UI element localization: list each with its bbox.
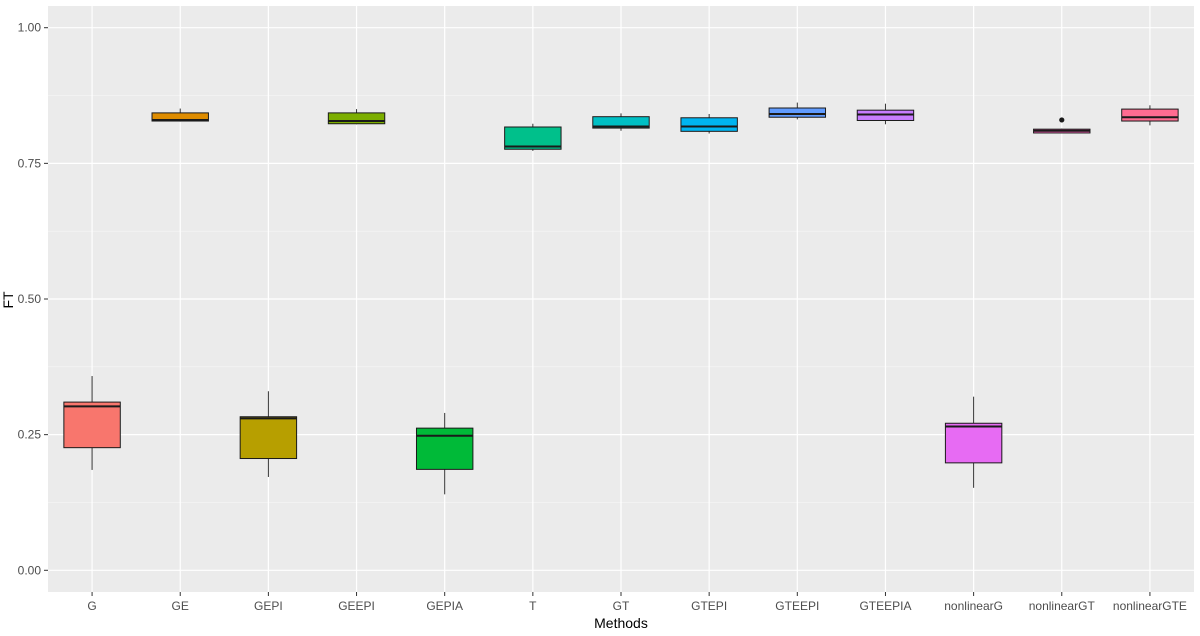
x-tick-label: GEPI xyxy=(254,599,283,613)
box-GTEEPIA xyxy=(856,103,915,125)
x-tick-label: GEEPI xyxy=(338,599,375,613)
box-body xyxy=(680,117,738,132)
box-GEEPI xyxy=(327,109,386,125)
box-GEPI xyxy=(239,391,298,477)
y-tick-label: 0.75 xyxy=(18,156,42,170)
box-nonlinearGT xyxy=(1033,117,1091,134)
box-body xyxy=(504,126,562,150)
x-axis: G GE GEPI GEEPI GEPIA T GT GTEPI GTEEPI GTEEPIA no… xyxy=(87,592,1187,613)
x-tick-label: nonlinearG xyxy=(944,599,1003,613)
y-axis: 0.00 0.25 0.50 0.75 1.00 xyxy=(18,21,48,577)
y-tick-label: 0.25 xyxy=(18,428,42,442)
box-body xyxy=(151,112,209,122)
box-body xyxy=(63,401,121,449)
y-tick-label: 1.00 xyxy=(18,21,42,35)
x-tick-label: GE xyxy=(172,599,189,613)
box-body xyxy=(1121,108,1179,122)
box-body xyxy=(944,422,1003,464)
x-tick-label: GTEPI xyxy=(691,599,727,613)
x-tick-label: nonlinearGTE xyxy=(1113,599,1187,613)
box-body xyxy=(327,112,386,125)
x-tick-label: GTEEPIA xyxy=(859,599,911,613)
x-tick-label: nonlinearGT xyxy=(1029,599,1096,613)
box-T xyxy=(504,123,562,151)
y-axis-title: FT xyxy=(0,291,16,309)
box-GTEPI xyxy=(680,113,738,134)
box-nonlinearG xyxy=(944,396,1003,488)
box-body xyxy=(239,416,298,460)
box-series xyxy=(63,102,1179,495)
box-GEPIA xyxy=(415,412,474,495)
box-nonlinearGTE xyxy=(1121,105,1179,126)
x-tick-label: T xyxy=(529,599,537,613)
y-tick-label: 0.00 xyxy=(18,563,42,577)
box-GTEEPI xyxy=(768,102,827,120)
box-GE xyxy=(151,108,209,122)
box-body xyxy=(592,116,650,129)
box-GT xyxy=(592,113,650,131)
x-tick-label: GT xyxy=(613,599,630,613)
outlier-point xyxy=(1059,117,1065,123)
box-body xyxy=(415,427,474,470)
x-tick-label: G xyxy=(87,599,96,613)
y-tick-label: 0.50 xyxy=(18,292,42,306)
x-tick-label: GEPIA xyxy=(426,599,463,613)
box-G xyxy=(63,376,121,470)
grid-lines xyxy=(48,6,1194,592)
x-tick-label: GTEEPI xyxy=(775,599,819,613)
box-body xyxy=(768,107,827,118)
x-axis-title: Methods xyxy=(594,615,648,631)
